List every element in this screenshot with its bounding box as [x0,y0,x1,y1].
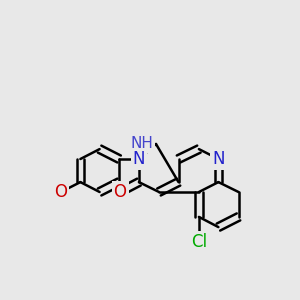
Text: NH: NH [131,136,154,152]
Text: O: O [113,183,127,201]
Text: Cl: Cl [191,233,207,251]
Text: N: N [133,150,145,168]
Text: O: O [54,183,68,201]
Text: N: N [212,150,225,168]
